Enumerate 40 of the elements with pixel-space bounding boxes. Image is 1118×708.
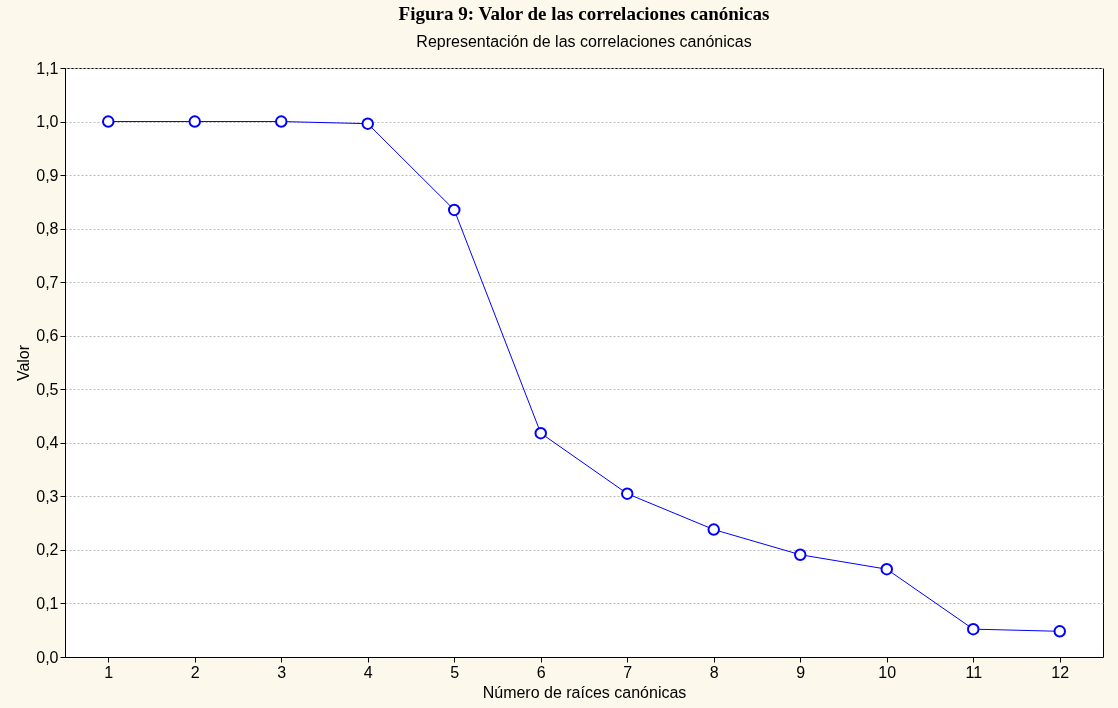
x-tick-label: 4: [363, 663, 373, 681]
point: [448, 203, 461, 217]
point: [534, 426, 547, 440]
x-tick-label: 7: [623, 663, 633, 681]
y-tick-label: 1,0: [36, 113, 59, 131]
x-tick-label: 9: [796, 663, 806, 681]
point: [967, 622, 980, 636]
y-axis-title: Valor: [15, 344, 33, 382]
point: [1053, 625, 1066, 638]
x-tick-label: 8: [709, 663, 719, 681]
point: [275, 115, 288, 128]
point: [794, 548, 807, 561]
x-axis-title: Número de raíces canónicas: [482, 683, 687, 701]
point: [361, 117, 374, 130]
point: [188, 115, 201, 128]
y-tick-label: 0,3: [36, 487, 59, 505]
x-tick-label: 11: [965, 663, 983, 681]
y-tick-label: 0,5: [36, 380, 59, 398]
y-tick-label: 0,9: [36, 166, 59, 184]
y-tick-label: 0,7: [36, 273, 59, 291]
x-tick-label: 6: [536, 663, 546, 681]
x-tick-label: 5: [450, 663, 460, 681]
y-tick-label: 0,0: [36, 648, 59, 666]
point: [880, 562, 893, 576]
point: [102, 115, 115, 128]
y-tick-label: 0,2: [36, 541, 59, 559]
chart-subtitle: Representación de las correlaciones canónicas: [416, 33, 752, 50]
x-tick-label: 1: [104, 663, 114, 681]
y-tick-label: 1,1: [36, 59, 59, 77]
y-tick-label: 0,4: [36, 434, 59, 452]
y-tick-label: 0,8: [36, 220, 59, 238]
x-tick-label: 3: [277, 663, 287, 681]
chart-title: Figura 9: Valor de las correlaciones canónicas: [398, 3, 770, 24]
x-tick-label: 10: [878, 663, 897, 681]
y-tick-label: 0,6: [36, 327, 59, 345]
x-tick-label: 2: [190, 663, 200, 681]
y-tick-label: 0,1: [36, 594, 59, 612]
x-tick-label: 12: [1051, 663, 1070, 681]
point: [621, 487, 634, 500]
point: [707, 523, 720, 536]
